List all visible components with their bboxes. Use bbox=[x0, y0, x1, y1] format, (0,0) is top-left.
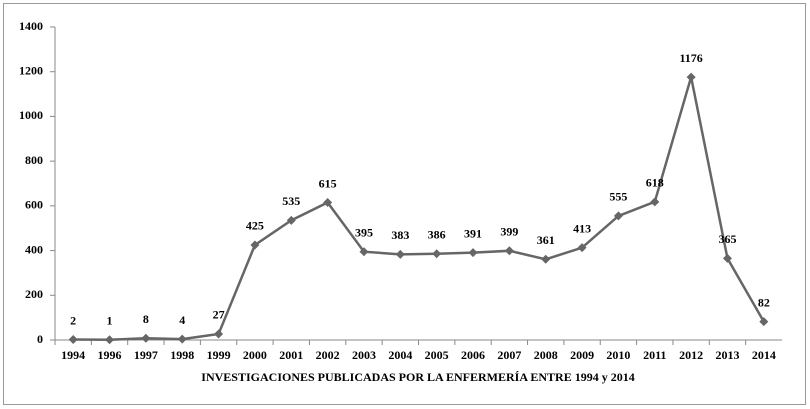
marker bbox=[504, 246, 514, 256]
data-label: 4 bbox=[179, 313, 185, 327]
data-label: 535 bbox=[282, 194, 300, 208]
x-tick-label: 2011 bbox=[643, 348, 666, 362]
data-label: 618 bbox=[646, 176, 664, 190]
x-tick-label: 1994 bbox=[61, 348, 85, 362]
marker bbox=[105, 335, 115, 345]
marker bbox=[759, 317, 769, 327]
y-tick-label: 0 bbox=[37, 332, 43, 346]
data-label: 8 bbox=[143, 312, 149, 326]
marker bbox=[577, 243, 587, 253]
data-label: 365 bbox=[718, 232, 736, 246]
data-label: 27 bbox=[213, 308, 225, 322]
x-tick-label: 2006 bbox=[461, 348, 485, 362]
marker bbox=[177, 334, 187, 344]
marker bbox=[432, 249, 442, 259]
chart-border bbox=[3, 3, 806, 405]
marker bbox=[722, 253, 732, 263]
data-label: 425 bbox=[246, 219, 264, 233]
data-label: 555 bbox=[609, 190, 627, 204]
data-label: 361 bbox=[537, 233, 555, 247]
marker bbox=[359, 247, 369, 257]
marker bbox=[286, 215, 296, 225]
y-tick-label: 400 bbox=[25, 242, 43, 256]
x-tick-label: 2012 bbox=[679, 348, 703, 362]
data-label: 1 bbox=[107, 314, 113, 328]
marker bbox=[323, 198, 333, 208]
y-tick-label: 1200 bbox=[19, 63, 43, 77]
x-tick-label: 1998 bbox=[170, 348, 194, 362]
x-tick-label: 2004 bbox=[388, 348, 412, 362]
x-tick-label: 2002 bbox=[316, 348, 340, 362]
marker bbox=[250, 240, 260, 250]
x-tick-label: 2001 bbox=[279, 348, 303, 362]
marker bbox=[468, 248, 478, 258]
x-tick-label: 2007 bbox=[497, 348, 521, 362]
data-label: 615 bbox=[319, 176, 337, 190]
marker bbox=[650, 197, 660, 207]
data-label: 383 bbox=[391, 228, 409, 242]
x-tick-label: 2008 bbox=[534, 348, 558, 362]
marker bbox=[214, 329, 224, 339]
x-tick-label: 2013 bbox=[715, 348, 739, 362]
data-label: 82 bbox=[758, 295, 770, 309]
data-label: 395 bbox=[355, 225, 373, 239]
x-tick-label: 1997 bbox=[134, 348, 158, 362]
y-tick-label: 600 bbox=[25, 198, 43, 212]
x-tick-label: 1999 bbox=[207, 348, 231, 362]
data-label: 413 bbox=[573, 221, 591, 235]
marker bbox=[613, 211, 623, 221]
x-tick-label: 1996 bbox=[98, 348, 122, 362]
x-tick-label: 2010 bbox=[606, 348, 630, 362]
x-tick-label: 2005 bbox=[425, 348, 449, 362]
data-label: 399 bbox=[500, 225, 518, 239]
x-tick-label: 2009 bbox=[570, 348, 594, 362]
marker bbox=[141, 333, 151, 343]
marker bbox=[686, 72, 696, 82]
y-tick-label: 1400 bbox=[19, 19, 43, 33]
data-label: 386 bbox=[428, 227, 446, 241]
y-tick-label: 200 bbox=[25, 287, 43, 301]
marker bbox=[395, 249, 405, 259]
line bbox=[73, 76, 765, 342]
y-tick-label: 800 bbox=[25, 153, 43, 167]
data-label: 2 bbox=[70, 313, 76, 327]
y-tick-label: 1000 bbox=[19, 108, 43, 122]
data-label: 1176 bbox=[679, 51, 702, 65]
x-tick-label: 2014 bbox=[752, 348, 776, 362]
x-axis-title: INVESTIGACIONES PUBLICADAS POR LA ENFERM… bbox=[201, 370, 634, 384]
x-tick-label: 2000 bbox=[243, 348, 267, 362]
marker bbox=[541, 254, 551, 264]
marker bbox=[68, 335, 78, 345]
data-label: 391 bbox=[464, 226, 482, 240]
x-tick-label: 2003 bbox=[352, 348, 376, 362]
